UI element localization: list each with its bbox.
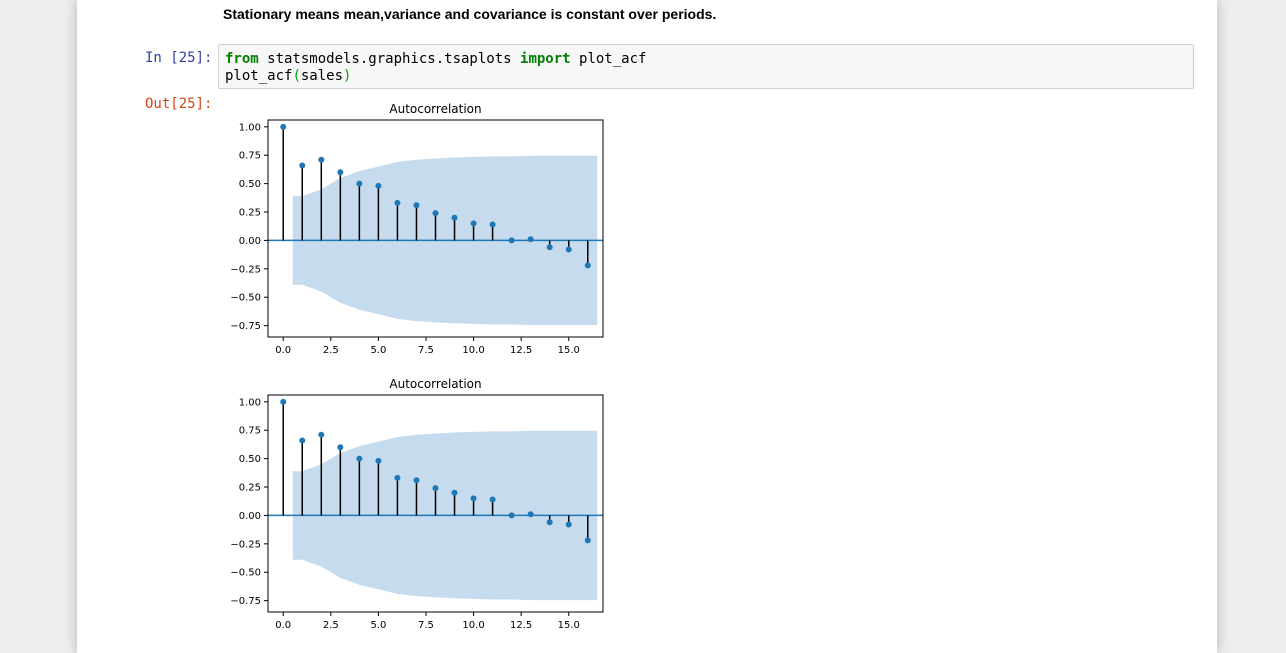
x-tick-label: 15.0 [558,345,580,356]
acf-point [413,202,420,209]
acf-plot-2: Autocorrelation 1.00 0.75 0.50 0.25 0.00 −0.25… [230,377,604,631]
close-paren: ) [343,68,352,84]
code-line-2[interactable]: plot_acf(sales) [225,68,351,84]
plot-frame [267,394,604,613]
y-tick-label: −0.25 [230,264,261,275]
chart-title: Autocorrelation [389,102,481,116]
x-tick-label: 2.5 [323,345,339,356]
acf-point [356,455,363,462]
acf-point [375,457,382,464]
code-line-1[interactable]: from statsmodels.graphics.tsaplots impor… [225,51,646,67]
acf-point [584,537,591,544]
y-tick-label: 1.00 [239,122,261,133]
acf-point [565,246,572,253]
acf-point [508,512,515,519]
acf-point [375,182,382,189]
y-tick-label: 0.75 [239,151,261,162]
acf-point [584,262,591,269]
acf-point [489,496,496,503]
plot-frame [267,119,604,338]
acf-point [280,398,287,405]
y-tick-label: −0.50 [230,568,261,579]
acf-point [527,236,534,243]
x-tick-label: 10.0 [462,345,484,356]
x-tick-label: 7.5 [418,345,434,356]
input-prompt: In [25]: [145,50,213,66]
acf-point [470,495,477,502]
x-tick-label: 15.0 [558,620,580,631]
x-tick-label: 2.5 [323,620,339,631]
y-tick-label: −0.75 [230,596,261,607]
acf-point [299,162,306,169]
x-tick-label: 12.5 [510,620,532,631]
acf-point [356,180,363,187]
imported-name: plot_acf [570,51,647,67]
acf-point [508,237,515,244]
acf-point [432,210,439,217]
acf-point [337,444,344,451]
acf-point [451,214,458,221]
function-name: plot_acf [225,68,293,84]
open-paren: ( [292,68,301,84]
acf-point [318,431,325,438]
acf-point [451,489,458,496]
output-prompt: Out[25]: [145,96,213,112]
function-arg: sales [300,68,344,84]
y-tick-label: 0.00 [239,511,261,522]
y-tick-label: 0.50 [239,179,261,190]
acf-point [299,437,306,444]
y-tick-label: 0.00 [239,236,261,247]
acf-point [280,123,287,130]
x-tick-label: 5.0 [370,620,386,631]
keyword-from: from [225,51,259,67]
y-tick-label: 0.25 [239,208,261,219]
y-tick-label: −0.75 [230,321,261,332]
y-tick-label: 0.75 [239,426,261,437]
x-tick-label: 7.5 [418,620,434,631]
acf-point [394,474,401,481]
acf-point [489,221,496,228]
acf-point [546,244,553,251]
y-tick-label: 1.00 [239,397,261,408]
y-tick-label: 0.50 [239,454,261,465]
acf-point [337,169,344,176]
acf-point [318,156,325,163]
acf-point [470,220,477,227]
x-tick-label: 12.5 [510,345,532,356]
module-path: statsmodels.graphics.tsaplots [258,51,521,67]
keyword-import: import [520,51,571,67]
acf-point [394,199,401,206]
acf-plot-1: Autocorrelation 1.00 0.75 0.50 0.25 0.00 −0.25… [230,102,604,356]
y-tick-label: 0.25 [239,483,261,494]
x-tick-label: 10.0 [462,620,484,631]
acf-point [527,511,534,518]
markdown-text: Stationary means mean,variance and covar… [223,6,717,22]
chart-title: Autocorrelation [389,377,481,391]
acf-point [565,521,572,528]
x-tick-label: 5.0 [370,345,386,356]
x-tick-label: 0.0 [275,345,291,356]
acf-point [432,485,439,492]
acf-point [546,519,553,526]
y-tick-label: −0.50 [230,293,261,304]
y-tick-label: −0.25 [230,539,261,550]
x-tick-label: 0.0 [275,620,291,631]
acf-point [413,477,420,484]
code-cell-editor[interactable]: from statsmodels.graphics.tsaplots impor… [218,44,1194,89]
